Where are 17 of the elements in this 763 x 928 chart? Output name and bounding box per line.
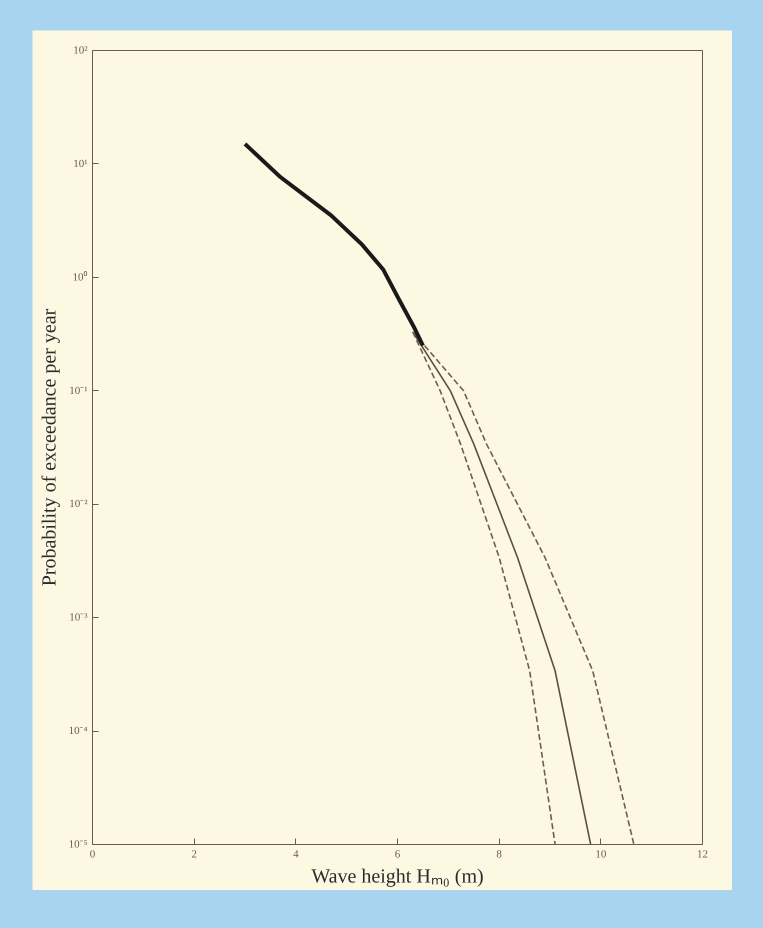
y-tick-label: 10⁻¹ xyxy=(69,384,88,397)
x-axis-title: Wave height Hₘ₀ (m) xyxy=(311,866,484,888)
y-tick-label: 10⁰ xyxy=(72,270,88,284)
y-tick-label: 10⁻³ xyxy=(69,612,88,624)
y-tick-label: 10¹ xyxy=(73,158,88,170)
y-tick-label: 10⁻² xyxy=(69,498,88,510)
x-tick-label: 2 xyxy=(191,848,197,860)
x-tick-label: 12 xyxy=(697,848,708,860)
x-tick-label: 8 xyxy=(496,848,502,860)
x-tick-label: 0 xyxy=(90,848,96,860)
y-tick-label: 10⁻⁵ xyxy=(68,838,88,850)
y-axis-title: Probability of exceedance per year xyxy=(38,308,61,586)
x-tick-label: 4 xyxy=(293,848,300,860)
x-tick-label: 6 xyxy=(394,848,401,860)
y-tick-label: 10² xyxy=(73,44,88,56)
x-tick-label: 10 xyxy=(595,848,607,860)
y-tick-label: 10⁻⁴ xyxy=(68,725,88,738)
